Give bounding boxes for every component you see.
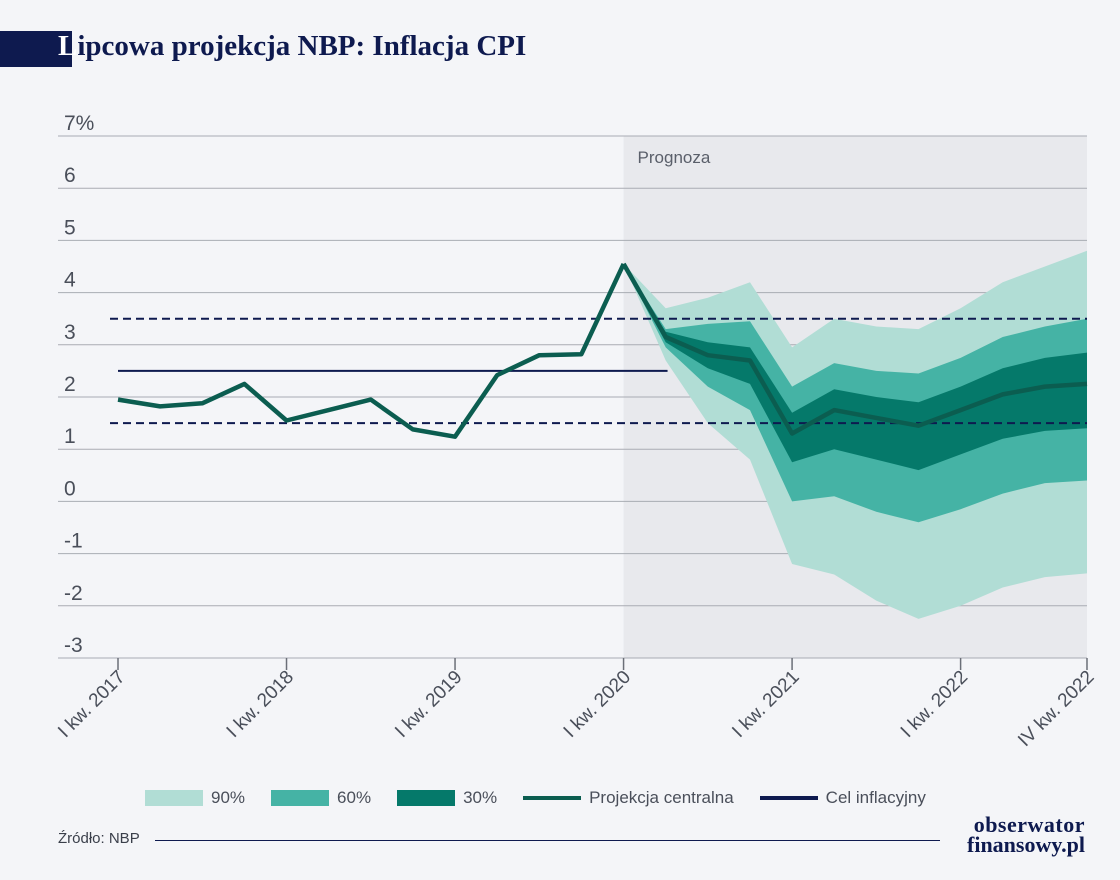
legend-label-30: 30% (463, 788, 498, 807)
chart-legend: 90% 60% 30% Projekcja centralna Cel infl… (145, 786, 952, 810)
historical-line (117, 262, 626, 439)
title-rest: ipcowa projekcja NBP: Inflacja CPI (77, 30, 527, 62)
band-60 (623, 263, 1087, 523)
source-divider (155, 840, 940, 841)
legend-swatch-90 (145, 790, 203, 806)
legend-swatch-30 (397, 790, 456, 806)
x-tick-label: I kw. 2017 (54, 667, 129, 742)
legend-swatch-60 (271, 790, 330, 806)
y-tick-label: -2 (64, 582, 83, 605)
legend-item-target: Cel inflacyjny (759, 788, 926, 808)
page-title: Lipcowa projekcja NBP: Inflacja CPI (58, 30, 526, 63)
x-tick-label: IV kw. 2022 (1014, 667, 1098, 751)
x-tick-label: I kw. 2018 (223, 667, 298, 742)
legend-label-central: Projekcja centralna (589, 788, 734, 807)
logo-line-2: finansowy.pl (967, 832, 1085, 857)
legend-item-90: 90% (145, 788, 245, 808)
legend-label-60: 60% (337, 788, 372, 807)
y-tick-label: 1 (64, 425, 76, 448)
x-tick-label: I kw. 2022 (897, 667, 972, 742)
y-tick-label: 3 (64, 321, 76, 344)
y-tick-label: 4 (64, 269, 76, 292)
y-tick-label: 0 (64, 477, 76, 500)
y-tick-label: -1 (64, 530, 83, 553)
inflation-chart: Prognoza 7% 6 5 4 3 2 1 0 -1 -2 -3 I kw. 2017 I kw. 2… (54, 112, 1098, 751)
legend-label-target: Cel inflacyjny (825, 788, 926, 807)
legend-item-central: Projekcja centralna (523, 788, 734, 808)
band-30 (623, 263, 1087, 471)
legend-line-central (523, 796, 582, 800)
title-first-letter: L (58, 30, 78, 62)
source-note: Źródło: NBP (58, 830, 140, 847)
legend-item-30: 30% (397, 788, 497, 808)
logo-line-1: obserwator (973, 812, 1085, 837)
central-projection-line (621, 262, 1088, 436)
y-tick-label: 6 (64, 164, 76, 187)
x-tick-label: I kw. 2021 (728, 667, 803, 742)
y-tick-label: 5 (64, 216, 76, 239)
legend-label-90: 90% (211, 788, 246, 807)
legend-item-60: 60% (271, 788, 371, 808)
x-tick-label: I kw. 2019 (391, 667, 466, 742)
y-tick-label: 7% (64, 112, 94, 135)
brand-logo: obserwator finansowy.pl (945, 812, 1085, 857)
x-tick-label: I kw. 2020 (560, 667, 635, 742)
legend-line-target (759, 796, 818, 800)
y-tick-label: -3 (64, 634, 83, 657)
y-tick-label: 2 (64, 373, 76, 396)
title-accent-bar (0, 31, 72, 67)
forecast-label: Prognoza (638, 148, 711, 167)
